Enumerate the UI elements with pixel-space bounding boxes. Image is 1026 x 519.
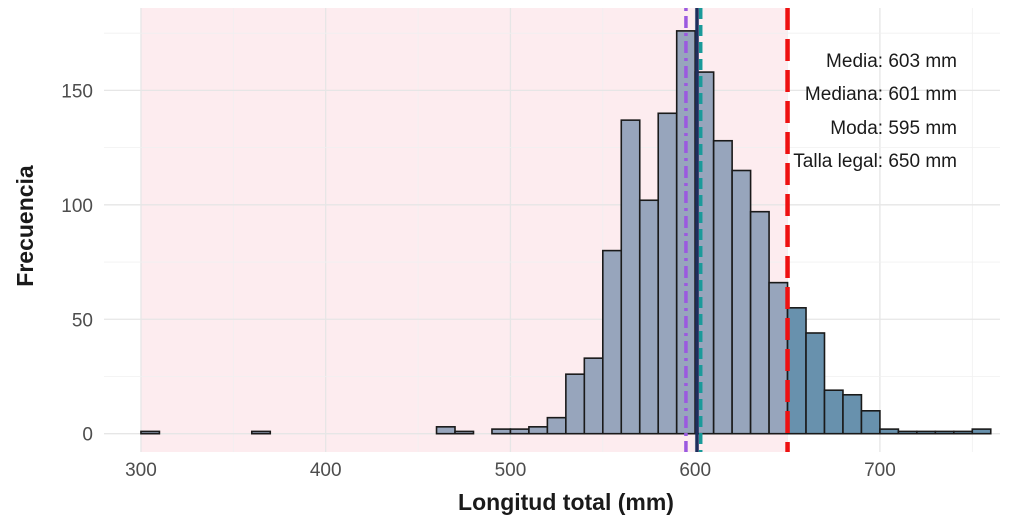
- reference-lines: [684, 8, 790, 452]
- y-axis-ticks: 0 50 100 150: [61, 81, 93, 445]
- histogram-bar: [528, 426, 549, 435]
- histogram-bar: [454, 430, 475, 435]
- y-tick-label: 150: [61, 81, 93, 102]
- histogram-bar: [583, 357, 604, 435]
- annotation-talla-legal: Talla legal: 650 mm: [793, 151, 957, 172]
- x-tick-label: 600: [679, 460, 711, 481]
- histogram-bar: [602, 249, 623, 435]
- annotation-mediana: Mediana: 601 mm: [805, 84, 957, 105]
- histogram-bar: [934, 430, 955, 435]
- histogram-bar: [971, 428, 992, 435]
- x-tick-label: 700: [864, 460, 896, 481]
- histogram-bar: [638, 199, 660, 435]
- annotation-media: Media: 603 mm: [826, 51, 957, 72]
- histogram-bar: [712, 139, 733, 435]
- histogram-bar: [620, 119, 641, 435]
- x-tick-label: 300: [125, 460, 157, 481]
- histogram-bar: [250, 430, 272, 435]
- x-tick-label: 400: [310, 460, 342, 481]
- histogram-bar: [897, 430, 918, 435]
- histogram-bar: [879, 428, 900, 435]
- histogram-bar: [916, 430, 937, 435]
- histogram-bar: [657, 112, 678, 435]
- x-axis-title: Longitud total (mm): [458, 489, 674, 515]
- x-tick-label: 500: [495, 460, 527, 481]
- annotation-moda: Moda: 595 mm: [830, 118, 957, 139]
- histogram-bar: [546, 416, 567, 435]
- histogram-bar: [860, 410, 881, 435]
- histogram-bar: [435, 426, 456, 435]
- y-axis-title: Frecuencia: [12, 165, 38, 287]
- x-axis-ticks: 300 400 500 600 700: [125, 460, 896, 481]
- histogram-bar: [768, 281, 789, 435]
- histogram-bar: [842, 393, 863, 435]
- histogram-bar: [786, 307, 807, 435]
- y-tick-label: 100: [61, 196, 93, 217]
- histogram-bar: [509, 428, 530, 435]
- y-tick-label: 0: [82, 425, 93, 446]
- histogram-bar: [953, 430, 974, 435]
- histogram-bar: [491, 428, 512, 435]
- y-tick-label: 50: [72, 310, 93, 331]
- histogram-bar: [823, 389, 844, 435]
- histogram-bar: [565, 373, 586, 435]
- histogram-bar: [140, 430, 161, 435]
- histogram-bar: [805, 332, 826, 435]
- statistics-annotations: Media: 603 mm Mediana: 601 mm Moda: 595 …: [793, 51, 957, 172]
- histogram-bar: [749, 210, 770, 435]
- histogram-bar: [731, 169, 752, 435]
